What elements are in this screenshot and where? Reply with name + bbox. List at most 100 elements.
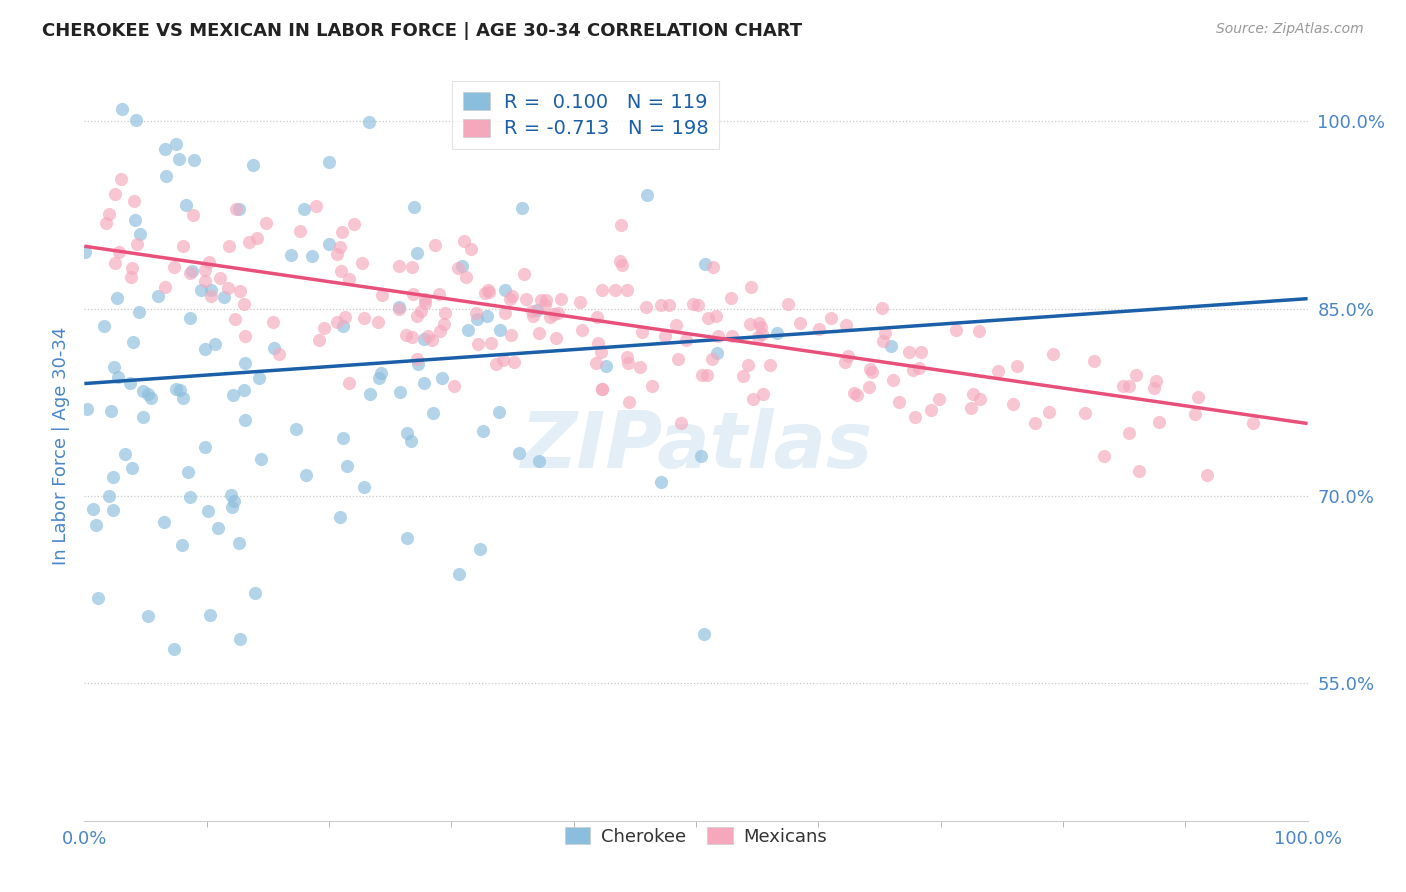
- Point: [616, 350, 638, 364]
- Point: [1243, 417, 1265, 431]
- Point: [353, 311, 375, 326]
- Point: [526, 303, 548, 318]
- Point: [903, 363, 925, 377]
- Point: [510, 201, 533, 215]
- Point: [695, 257, 717, 271]
- Point: [571, 323, 593, 337]
- Point: [125, 113, 148, 128]
- Point: [749, 320, 772, 334]
- Point: [858, 380, 880, 394]
- Point: [155, 169, 177, 183]
- Point: [395, 328, 418, 343]
- Point: [121, 260, 143, 275]
- Point: [294, 202, 316, 216]
- Point: [471, 424, 494, 438]
- Point: [238, 235, 260, 249]
- Point: [132, 409, 155, 424]
- Point: [330, 225, 353, 239]
- Point: [494, 306, 516, 320]
- Text: CHEROKEE VS MEXICAN IN LABOR FORCE | AGE 30-34 CORRELATION CHART: CHEROKEE VS MEXICAN IN LABOR FORCE | AGE…: [42, 22, 803, 40]
- Point: [111, 102, 134, 116]
- Point: [172, 239, 194, 253]
- Point: [353, 480, 375, 494]
- Point: [128, 305, 150, 319]
- Point: [406, 246, 429, 260]
- Point: [422, 406, 444, 420]
- Point: [589, 345, 612, 359]
- Point: [367, 315, 389, 329]
- Point: [395, 425, 418, 440]
- Point: [422, 333, 444, 347]
- Point: [228, 202, 250, 216]
- Point: [318, 155, 340, 169]
- Point: [172, 391, 194, 405]
- Point: [120, 269, 142, 284]
- Point: [148, 289, 170, 303]
- Point: [682, 297, 704, 311]
- Point: [75, 245, 97, 260]
- Point: [222, 388, 245, 402]
- Point: [460, 242, 482, 256]
- Point: [1149, 415, 1171, 429]
- Point: [880, 338, 903, 352]
- Point: [232, 297, 254, 311]
- Point: [752, 387, 775, 401]
- Point: [889, 395, 911, 409]
- Point: [586, 310, 609, 324]
- Point: [280, 248, 302, 262]
- Point: [668, 352, 690, 367]
- Point: [97, 489, 120, 503]
- Point: [167, 152, 190, 166]
- Point: [897, 344, 920, 359]
- Point: [183, 153, 205, 168]
- Point: [219, 488, 242, 502]
- Point: [329, 264, 352, 278]
- Point: [129, 227, 152, 241]
- Point: [907, 360, 929, 375]
- Point: [585, 356, 607, 370]
- Point: [654, 328, 676, 343]
- Point: [751, 327, 773, 342]
- Point: [1007, 359, 1029, 374]
- Point: [513, 267, 536, 281]
- Point: [84, 517, 107, 532]
- Point: [610, 219, 633, 233]
- Point: [693, 627, 716, 641]
- Point: [650, 475, 672, 489]
- Point: [412, 332, 434, 346]
- Point: [124, 213, 146, 227]
- Point: [586, 336, 609, 351]
- Point: [1125, 368, 1147, 382]
- Text: Source: ZipAtlas.com: Source: ZipAtlas.com: [1216, 22, 1364, 37]
- Point: [1083, 353, 1105, 368]
- Point: [136, 609, 159, 624]
- Point: [485, 357, 508, 371]
- Point: [467, 337, 489, 351]
- Point: [451, 260, 474, 274]
- Point: [221, 500, 243, 515]
- Point: [527, 454, 550, 468]
- Point: [530, 293, 553, 308]
- Point: [401, 260, 423, 274]
- Point: [408, 358, 430, 372]
- Point: [617, 395, 640, 409]
- Point: [110, 172, 132, 186]
- Point: [162, 260, 184, 274]
- Point: [181, 208, 204, 222]
- Point: [515, 292, 537, 306]
- Point: [910, 344, 932, 359]
- Point: [766, 326, 789, 340]
- Point: [494, 283, 516, 297]
- Point: [962, 387, 984, 401]
- Point: [492, 352, 515, 367]
- Point: [522, 310, 544, 324]
- Point: [285, 422, 308, 436]
- Point: [591, 382, 613, 396]
- Point: [352, 255, 374, 269]
- Point: [508, 446, 530, 460]
- Point: [103, 503, 125, 517]
- Point: [640, 379, 662, 393]
- Point: [960, 401, 983, 416]
- Point: [474, 285, 496, 300]
- Point: [1024, 416, 1046, 430]
